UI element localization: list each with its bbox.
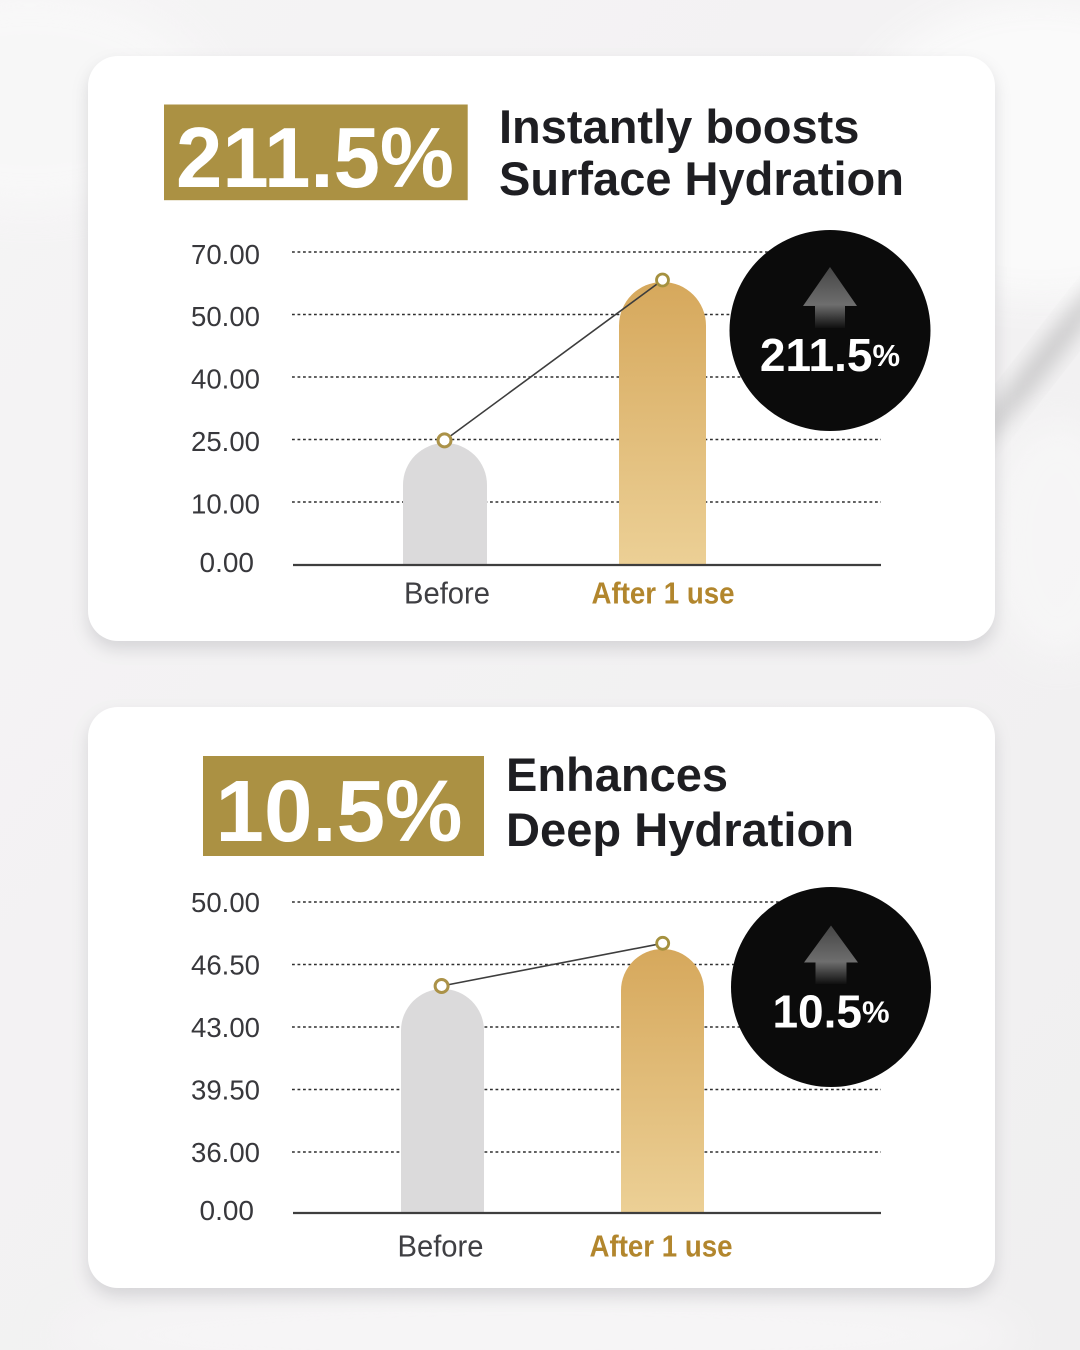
svg-text:40.00: 40.00: [191, 364, 260, 395]
svg-text:Surface Hydration: Surface Hydration: [499, 152, 904, 205]
svg-text:70.00: 70.00: [191, 239, 260, 270]
svg-text:Deep Hydration: Deep Hydration: [506, 803, 854, 856]
svg-text:211.5%: 211.5%: [760, 329, 900, 381]
svg-text:0.00: 0.00: [200, 1195, 255, 1226]
svg-text:Before: Before: [398, 1229, 484, 1264]
svg-text:25.00: 25.00: [191, 426, 260, 457]
svg-text:50.00: 50.00: [191, 301, 260, 332]
svg-text:After 1 use: After 1 use: [590, 1229, 733, 1264]
svg-text:After 1 use: After 1 use: [592, 576, 735, 611]
svg-text:39.50: 39.50: [191, 1075, 260, 1106]
svg-text:Before: Before: [404, 576, 490, 611]
svg-text:46.50: 46.50: [191, 950, 260, 981]
svg-text:10.5%: 10.5%: [772, 986, 889, 1038]
svg-text:0.00: 0.00: [200, 547, 255, 578]
svg-text:Enhances: Enhances: [506, 748, 728, 801]
svg-text:211.5%: 211.5%: [176, 111, 454, 206]
svg-text:10.00: 10.00: [191, 489, 260, 520]
svg-text:10.5%: 10.5%: [216, 763, 463, 860]
svg-text:36.00: 36.00: [191, 1137, 260, 1168]
svg-text:43.00: 43.00: [191, 1012, 260, 1043]
svg-text:50.00: 50.00: [191, 887, 260, 918]
svg-text:Instantly boosts: Instantly boosts: [499, 100, 859, 153]
